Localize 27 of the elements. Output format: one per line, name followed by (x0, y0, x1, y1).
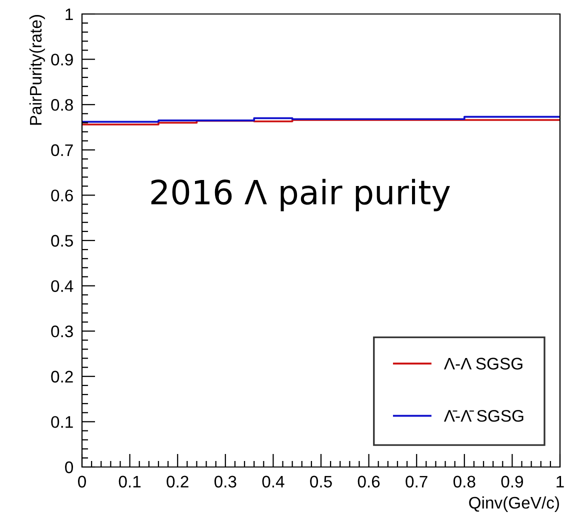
y-tick-label: 1 (66, 8, 73, 20)
x-tick-label: 1 (556, 476, 564, 488)
y-tick-label: 0.5 (51, 234, 73, 247)
x-tick-label: 0.9 (501, 476, 523, 488)
y-tick-label: 0.2 (51, 370, 73, 383)
y-tick-label: 0.9 (51, 54, 73, 66)
y-tick-label: 0.3 (51, 326, 73, 338)
x-tick-label: 0.2 (166, 476, 188, 488)
annotation: 2016 Λ pair purity (151, 178, 450, 212)
legend-label: Λ̄-Λ̄ SGSG (444, 410, 524, 422)
x-tick-label: 0.3 (214, 476, 236, 488)
x-tick-label: 0.5 (310, 476, 332, 488)
x-tick-label: 0.6 (358, 476, 380, 488)
y-tick-label: 0.7 (51, 144, 73, 156)
x-tick-label: 0.7 (406, 476, 428, 488)
x-axis-title: Qinv(GeV/c) (469, 496, 559, 512)
x-tick-label: 0 (78, 476, 86, 488)
y-tick-label: 0.6 (51, 190, 73, 202)
legend-label: Λ-Λ SGSG (444, 358, 522, 370)
x-tick-label: 0.4 (262, 476, 284, 488)
y-axis-title: PairPurity(rate) (29, 15, 45, 125)
y-tick-label: 0.8 (51, 99, 73, 111)
y-tick-label: 0 (65, 461, 74, 474)
y-tick-label: 0.4 (51, 280, 74, 292)
y-tick-label: 0.1 (51, 416, 73, 428)
x-tick-label: 0.1 (118, 476, 141, 488)
x-tick-label: 0.8 (453, 476, 476, 488)
